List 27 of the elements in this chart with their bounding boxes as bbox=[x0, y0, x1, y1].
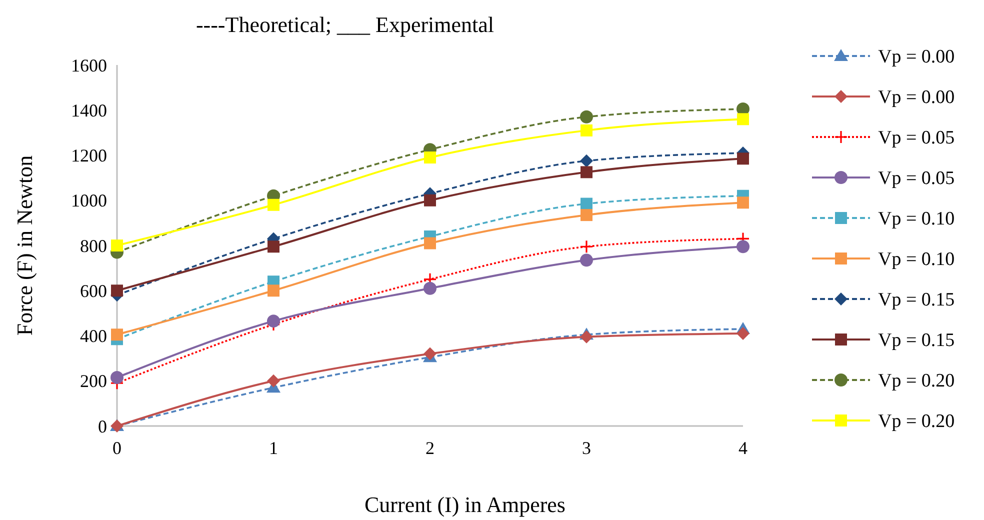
y-tick-label: 1000 bbox=[71, 190, 107, 211]
y-tick-label: 1200 bbox=[71, 146, 107, 166]
x-tick-label: 3 bbox=[582, 438, 591, 458]
y-axis-title: Force (F) in Newton bbox=[12, 155, 37, 336]
legend-label: Vp = 0.15 bbox=[878, 290, 955, 311]
y-tick-label: 1600 bbox=[71, 55, 107, 76]
y-tick-label: 600 bbox=[80, 280, 107, 301]
x-tick-label: 0 bbox=[112, 438, 122, 458]
legend-label: Vp = 0.05 bbox=[878, 128, 955, 149]
x-axis-title: Current (I) in Amperes bbox=[364, 492, 566, 517]
legend-label: Vp = 0.15 bbox=[878, 330, 955, 352]
y-tick-label: 400 bbox=[80, 326, 107, 346]
x-tick-label: 2 bbox=[426, 438, 434, 458]
legend-label: Vp = 0.10 bbox=[878, 249, 955, 270]
y-tick-label: 0 bbox=[98, 416, 107, 436]
legend-label: Vp = 0.05 bbox=[878, 168, 955, 190]
legend-label: Vp = 0.20 bbox=[878, 411, 955, 432]
x-tick-label: 1 bbox=[269, 438, 278, 458]
y-tick-label: 1400 bbox=[71, 100, 107, 120]
legend-label: Vp = 0.00 bbox=[878, 46, 955, 68]
y-tick-label: 200 bbox=[80, 371, 107, 392]
chart-title: ----Theoretical; ___ Experimental bbox=[196, 12, 494, 37]
x-tick-label: 4 bbox=[738, 438, 748, 458]
legend-label: Vp = 0.00 bbox=[878, 87, 955, 108]
legend-label: Vp = 0.20 bbox=[878, 370, 955, 392]
y-tick-label: 800 bbox=[80, 236, 107, 256]
legend-label: Vp = 0.10 bbox=[878, 208, 955, 230]
